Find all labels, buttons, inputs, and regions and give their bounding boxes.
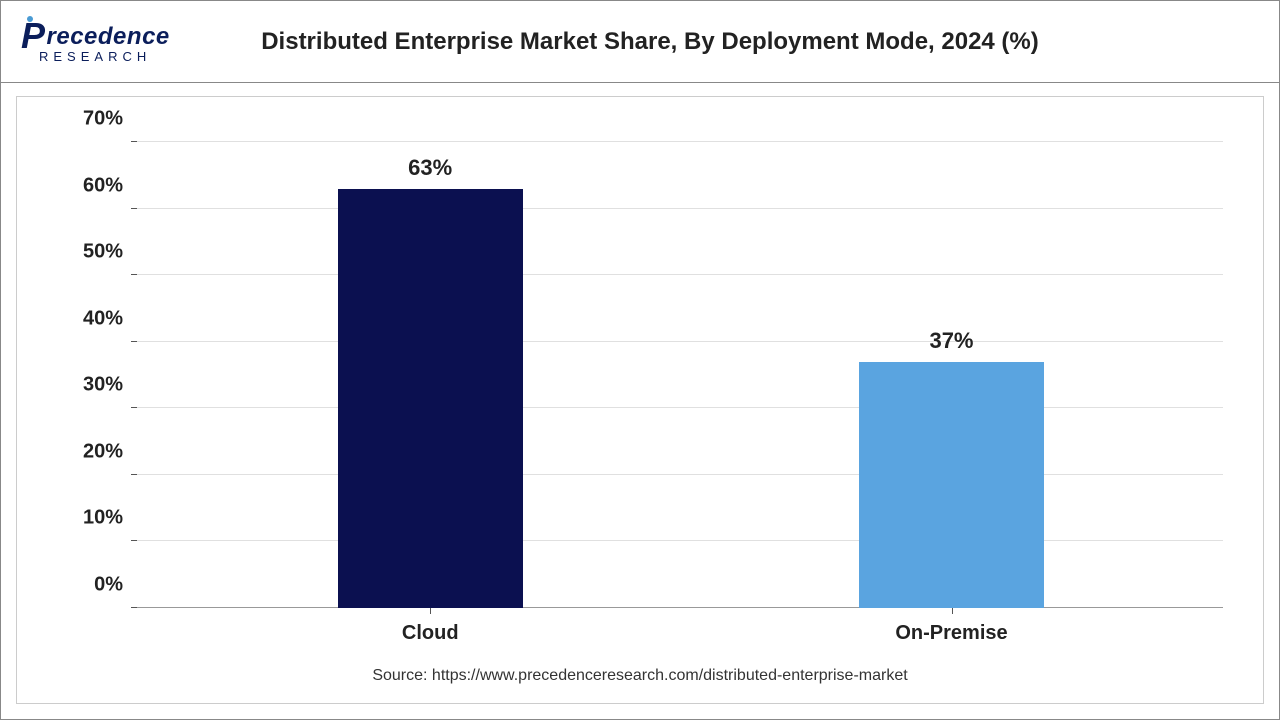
- y-tick-mark: [131, 341, 137, 342]
- logo-word: recedence: [47, 25, 170, 49]
- chart-title-wrap: Distributed Enterprise Market Share, By …: [191, 28, 1259, 56]
- y-tick-label: 40%: [83, 307, 137, 330]
- plot-area: 0%10%20%30%40%50%60%70%63%Cloud37%On-Pre…: [137, 142, 1223, 608]
- y-tick-mark: [131, 274, 137, 275]
- gridline: [137, 208, 1223, 209]
- bar: 37%: [859, 362, 1044, 608]
- y-tick-mark: [131, 141, 137, 142]
- y-tick-label: 70%: [83, 108, 137, 131]
- bar-value-label: 37%: [929, 328, 973, 354]
- logo-line2: RESEARCH: [39, 50, 191, 63]
- y-tick-mark: [131, 474, 137, 475]
- bar: 63%: [338, 189, 523, 608]
- chart-area: 0% 10% 20% 30% 40% 50% 60% 70% 63% Cloud 37% On-Pre…: [16, 96, 1264, 704]
- x-tick-label: On-Premise: [895, 622, 1007, 645]
- gridline: [137, 141, 1223, 142]
- x-tick-mark: [952, 608, 953, 614]
- gridline: [137, 341, 1223, 342]
- logo: P recedence RESEARCH: [21, 20, 191, 63]
- gridline: [137, 407, 1223, 408]
- x-axis-line: [137, 607, 1223, 608]
- logo-line1: P recedence: [21, 20, 191, 52]
- y-tick-mark: [131, 607, 137, 608]
- chart-title: Distributed Enterprise Market Share, By …: [191, 28, 1109, 56]
- y-tick-mark: [131, 208, 137, 209]
- logo-dot-icon: [27, 16, 33, 22]
- source-text: Source: https://www.precedenceresearch.c…: [17, 667, 1263, 685]
- y-tick-label: 50%: [83, 241, 137, 264]
- y-tick-label: 0%: [94, 574, 137, 597]
- y-tick-mark: [131, 407, 137, 408]
- page-frame: P recedence RESEARCH Distributed Enterpr…: [0, 0, 1280, 720]
- gridline: [137, 540, 1223, 541]
- header: P recedence RESEARCH Distributed Enterpr…: [1, 1, 1279, 83]
- gridline: [137, 274, 1223, 275]
- x-tick-label: Cloud: [402, 622, 459, 645]
- y-tick-label: 60%: [83, 174, 137, 197]
- logo-p-text: P: [21, 15, 46, 56]
- y-tick-label: 30%: [83, 374, 137, 397]
- x-tick-mark: [430, 608, 431, 614]
- y-tick-label: 10%: [83, 507, 137, 530]
- bar-value-label: 63%: [408, 155, 452, 181]
- y-tick-label: 20%: [83, 440, 137, 463]
- logo-letter-p: P: [21, 20, 46, 52]
- gridline: [137, 474, 1223, 475]
- y-tick-mark: [131, 540, 137, 541]
